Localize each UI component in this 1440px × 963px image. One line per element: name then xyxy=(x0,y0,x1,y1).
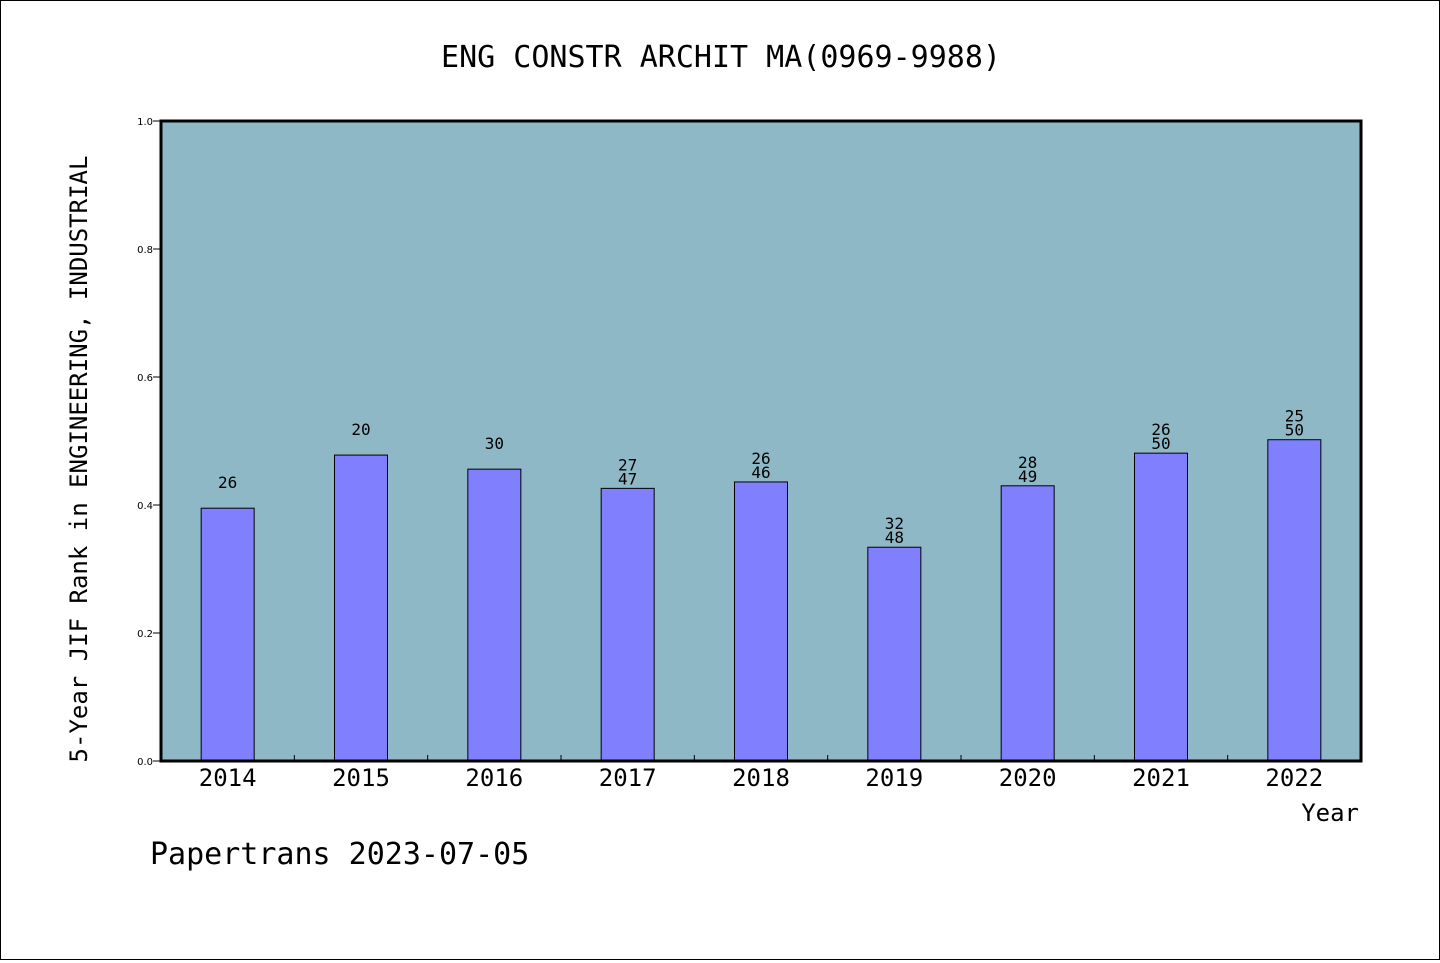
y-axis-label: 5-Year JIF Rank in ENGINEERING, INDUSTRI… xyxy=(65,156,93,763)
bar-label-2022: 50 xyxy=(1285,421,1304,440)
bar-2016 xyxy=(467,468,522,762)
bar-label-2016: 30 xyxy=(485,434,504,453)
bar-label-2018: 46 xyxy=(751,463,770,482)
bar-2021 xyxy=(1134,452,1188,762)
x-tick-label: 2022 xyxy=(1265,764,1323,792)
x-tick-label: 2015 xyxy=(332,764,390,792)
bar-label-2020: 49 xyxy=(1018,467,1037,486)
bar-2019 xyxy=(867,546,922,762)
bar-2018 xyxy=(734,481,788,762)
x-tick-label: 2017 xyxy=(599,764,657,792)
y-tick-label: 0.0 xyxy=(137,757,153,768)
bar-label-2019: 48 xyxy=(885,528,904,547)
bar-2014 xyxy=(200,507,255,762)
bar-label-2017: 27 xyxy=(618,455,637,474)
x-tick-label: 2020 xyxy=(999,764,1057,792)
bar-label-2015: 20 xyxy=(351,420,370,439)
y-tick-label: 0.4 xyxy=(137,501,153,512)
bar-label-2022: 25 xyxy=(1285,407,1304,426)
bar-2020 xyxy=(1000,485,1055,762)
x-tick-label: 2019 xyxy=(865,764,923,792)
bar-2022 xyxy=(1267,439,1322,762)
x-tick-label: 2016 xyxy=(465,764,523,792)
chart-title: ENG CONSTR ARCHIT MA(0969-9988) xyxy=(441,40,1001,75)
y-tick-label: 1.0 xyxy=(137,117,153,128)
bar-label-2018: 26 xyxy=(751,449,770,468)
y-tick-label: 0.6 xyxy=(137,373,153,384)
bar-2015 xyxy=(334,454,388,762)
x-tick-label: 2014 xyxy=(199,764,257,792)
bar-2017 xyxy=(600,487,655,762)
bar-label-2020: 28 xyxy=(1018,453,1037,472)
x-tick-label: 2021 xyxy=(1132,764,1190,792)
footer-credit: Papertrans 2023-07-05 xyxy=(150,837,529,872)
y-tick-label: 0.2 xyxy=(137,629,153,640)
bar-label-2017: 47 xyxy=(618,469,637,488)
bar-label-2021: 26 xyxy=(1151,420,1170,439)
plot-border xyxy=(159,119,1363,763)
x-axis-label: Year xyxy=(1301,799,1359,827)
bar-label-2014: 26 xyxy=(218,473,237,492)
x-tick-label: 2018 xyxy=(732,764,790,792)
y-tick-label: 0.8 xyxy=(137,245,153,256)
bar-label-2019: 32 xyxy=(885,514,904,533)
bar-label-2021: 50 xyxy=(1151,434,1170,453)
